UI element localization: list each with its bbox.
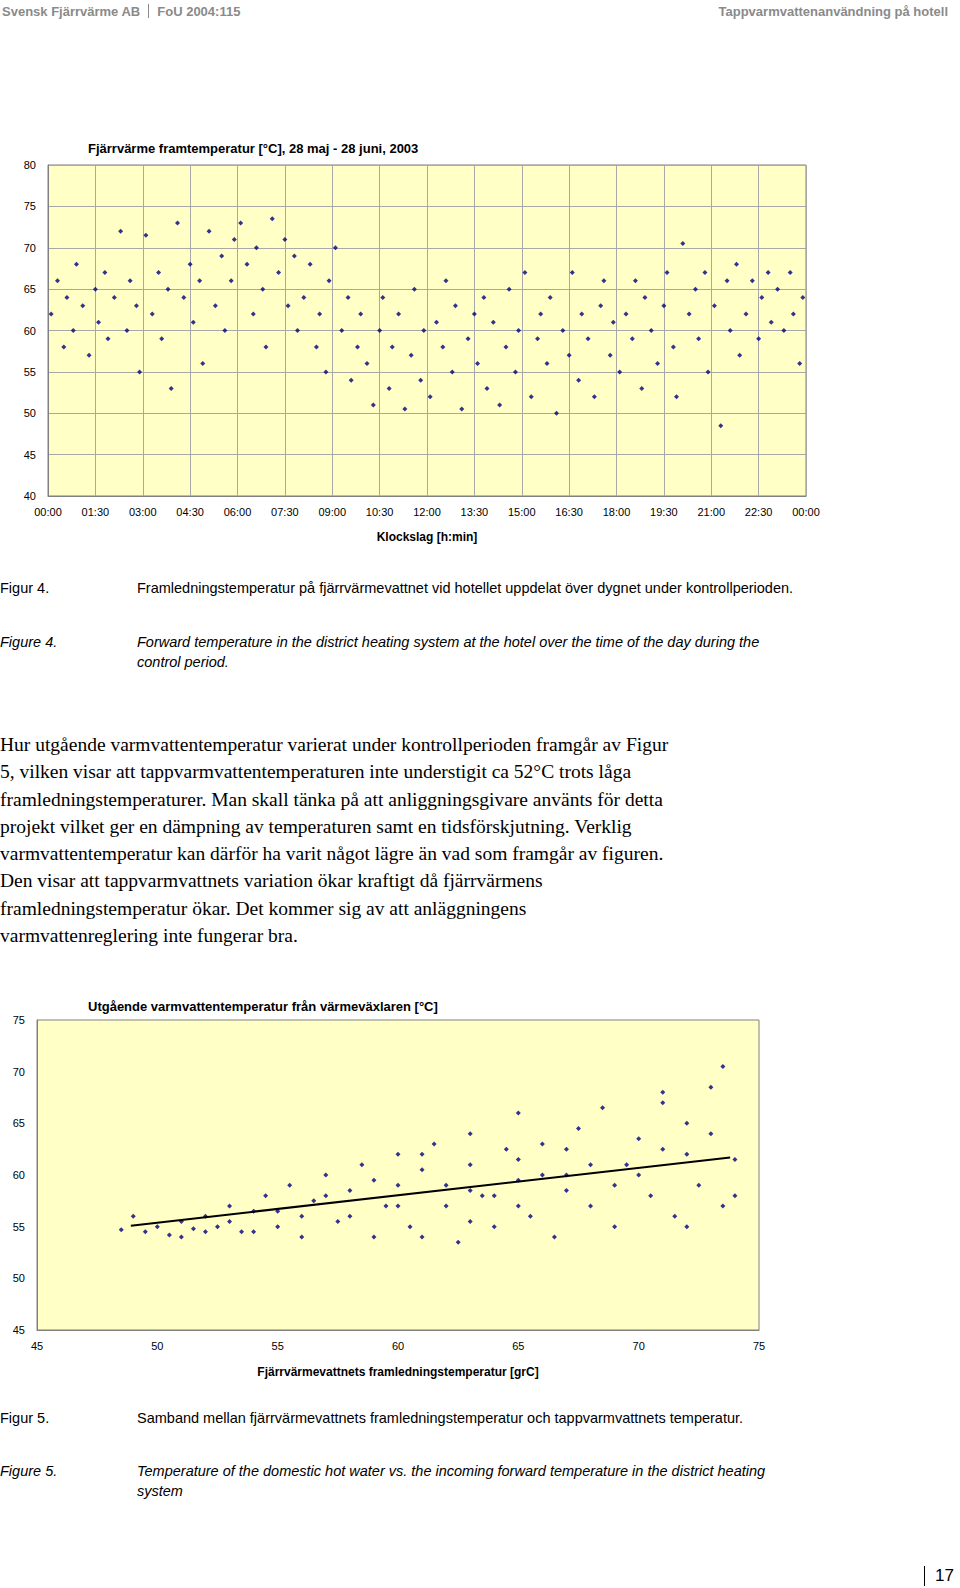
- html-text:varmvattenreglering inte funge: varmvattenreglering inte fungerar bra.: [0, 925, 298, 947]
- svg-text:40: 40: [24, 490, 36, 502]
- svg-text:45: 45: [24, 449, 36, 461]
- html-text:FoU 2004:115: FoU 2004:115: [157, 4, 241, 19]
- html-text:projekt vilket ger en dämpning: projekt vilket ger en dämpning av temper…: [0, 815, 632, 837]
- html-text:Tappvarmvattenanvändning på ho: Tappvarmvattenanvändning på hotell: [718, 4, 948, 19]
- svg-text:50: 50: [24, 407, 36, 419]
- svg-text:65: 65: [512, 1340, 524, 1352]
- svg-text:Utgående varmvattentemperatur: Utgående varmvattentemperatur från värme…: [88, 999, 438, 1014]
- svg-text:04:30: 04:30: [176, 506, 204, 518]
- html-text:Figure 4.: Figure 4.: [0, 634, 58, 650]
- html-text:Temperature of the domestic ho: Temperature of the domestic hot water vs…: [137, 1463, 766, 1499]
- svg-text:75: 75: [24, 200, 36, 212]
- svg-text:50: 50: [151, 1340, 163, 1352]
- svg-text:22:30: 22:30: [745, 506, 773, 518]
- svg-text:70: 70: [13, 1066, 25, 1078]
- svg-text:07:30: 07:30: [271, 506, 299, 518]
- svg-text:16:30: 16:30: [555, 506, 583, 518]
- svg-text:55: 55: [24, 366, 36, 378]
- svg-text:01:30: 01:30: [82, 506, 110, 518]
- svg-text:45: 45: [13, 1324, 25, 1336]
- html-text:Figur 5.: Figur 5.: [0, 1410, 50, 1426]
- svg-text:50: 50: [13, 1272, 25, 1284]
- svg-text:12:00: 12:00: [413, 506, 441, 518]
- html-text:Forward temperature in the dis: Forward temperature in the district heat…: [137, 634, 760, 670]
- svg-text:Fjärrvärmevattnets framledning: Fjärrvärmevattnets framledningstemperatu…: [257, 1365, 538, 1379]
- svg-text:60: 60: [24, 325, 36, 337]
- html-text:Framledningstemperatur på fjär: Framledningstemperatur på fjärrvärmevatt…: [137, 580, 794, 596]
- html-text:17: 17: [935, 1566, 954, 1585]
- svg-text:60: 60: [392, 1340, 404, 1352]
- html-text:varmvattentemperatur kan därfö: varmvattentemperatur kan därför ha varit…: [0, 843, 664, 865]
- svg-text:18:00: 18:00: [603, 506, 631, 518]
- html-text:Hur utgående varmvattentempera: Hur utgående varmvattentemperatur varier…: [0, 734, 669, 755]
- svg-text:10:30: 10:30: [366, 506, 394, 518]
- svg-text:13:30: 13:30: [461, 506, 489, 518]
- svg-text:45: 45: [31, 1340, 43, 1352]
- svg-text:19:30: 19:30: [650, 506, 678, 518]
- svg-text:75: 75: [13, 1014, 25, 1026]
- svg-text:70: 70: [24, 242, 36, 254]
- html-text:5, vilken visar att tappvarmva: 5, vilken visar att tappvarmvattentemper…: [0, 761, 632, 783]
- svg-text:15:00: 15:00: [508, 506, 536, 518]
- svg-text:00:00: 00:00: [792, 506, 820, 518]
- svg-text:06:00: 06:00: [224, 506, 252, 518]
- svg-text:80: 80: [24, 159, 36, 171]
- svg-text:Klockslag [h:min]: Klockslag [h:min]: [377, 530, 478, 544]
- html-text:Den visar att tappvarmvattnets: Den visar att tappvarmvattnets variation…: [0, 870, 543, 892]
- html-text:framledningstemperaturer. Man: framledningstemperaturer. Man skall tänk…: [0, 788, 663, 810]
- svg-text:Fjärrvärme framtemperatur [°C]: Fjärrvärme framtemperatur [°C], 28 maj -…: [88, 141, 418, 156]
- html-text:Svensk Fjärrvärme AB: Svensk Fjärrvärme AB: [2, 4, 141, 19]
- svg-text:55: 55: [272, 1340, 284, 1352]
- svg-text:65: 65: [24, 283, 36, 295]
- svg-text:70: 70: [633, 1340, 645, 1352]
- html-text:Figur 4.: Figur 4.: [0, 580, 50, 596]
- svg-text:21:00: 21:00: [697, 506, 725, 518]
- html-text:Figure 5.: Figure 5.: [0, 1463, 58, 1479]
- svg-text:03:00: 03:00: [129, 506, 157, 518]
- svg-text:60: 60: [13, 1169, 25, 1181]
- svg-text:75: 75: [753, 1340, 765, 1352]
- svg-text:65: 65: [13, 1117, 25, 1129]
- svg-text:00:00: 00:00: [34, 506, 62, 518]
- svg-text:09:00: 09:00: [318, 506, 346, 518]
- html-text:Samband mellan fjärrvärmevattn: Samband mellan fjärrvärmevattnets framle…: [137, 1410, 744, 1426]
- svg-text:55: 55: [13, 1221, 25, 1233]
- html-text:framledningstemperatur ökar. D: framledningstemperatur ökar. Det kommer …: [0, 897, 527, 919]
